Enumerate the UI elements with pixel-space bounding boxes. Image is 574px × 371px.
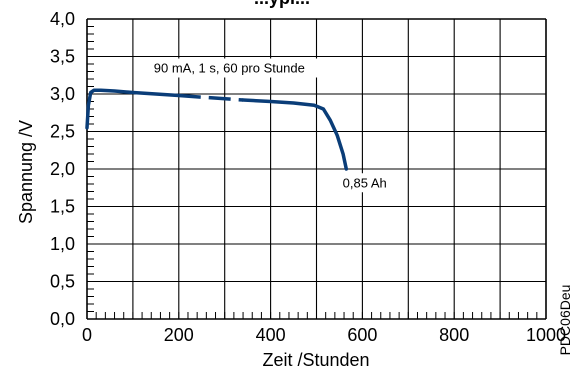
x-tick-label: 600 (347, 325, 377, 345)
series (85, 88, 349, 171)
y-tick-label: 2,0 (50, 159, 75, 179)
y-tick-labels: 0,0 0,5 1,0 1,5 2,0 2,5 3,0 3,5 4,0 (50, 9, 75, 329)
y-tick-label: 0,0 (50, 309, 75, 329)
y-tick-label: 4,0 (50, 9, 75, 29)
y-tick-label: 2,5 (50, 122, 75, 142)
annotation-label: 90 mA, 1 s, 60 pro Stunde (154, 61, 305, 76)
y-tick-label: 1,0 (50, 234, 75, 254)
annotation-label: 0,85 Ah (343, 175, 387, 190)
x-axis-title: Zeit /Stunden (262, 350, 369, 370)
y-tick-label: 1,5 (50, 197, 75, 217)
x-tick-label: 200 (164, 325, 194, 345)
series-line-tail (241, 98, 349, 171)
figure-code: PDC06Deu (557, 285, 573, 356)
annotation-bg (135, 58, 324, 78)
y-tick-label: 3,0 (50, 84, 75, 104)
chart-title: ...ypi... (254, 0, 310, 8)
x-tick-label: 800 (439, 325, 469, 345)
series-line-solid (85, 88, 181, 130)
y-tick-label: 3,5 (50, 47, 75, 67)
x-tick-label: 1000 (526, 325, 566, 345)
x-tick-label: 0 (82, 325, 92, 345)
y-tick-label: 0,5 (50, 272, 75, 292)
series-line-dashed (178, 93, 244, 102)
annotation-bg (335, 173, 394, 193)
y-axis-title: Spannung /V (16, 120, 36, 224)
x-tick-labels: 0 200 400 600 800 1000 (82, 325, 566, 345)
minor-ticks (86, 18, 547, 320)
x-tick-label: 400 (256, 325, 286, 345)
annotations: 90 mA, 1 s, 60 pro Stunde 0,85 Ah (135, 58, 394, 193)
